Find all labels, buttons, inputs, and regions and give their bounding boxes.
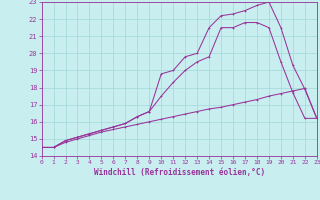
X-axis label: Windchill (Refroidissement éolien,°C): Windchill (Refroidissement éolien,°C) <box>94 168 265 177</box>
